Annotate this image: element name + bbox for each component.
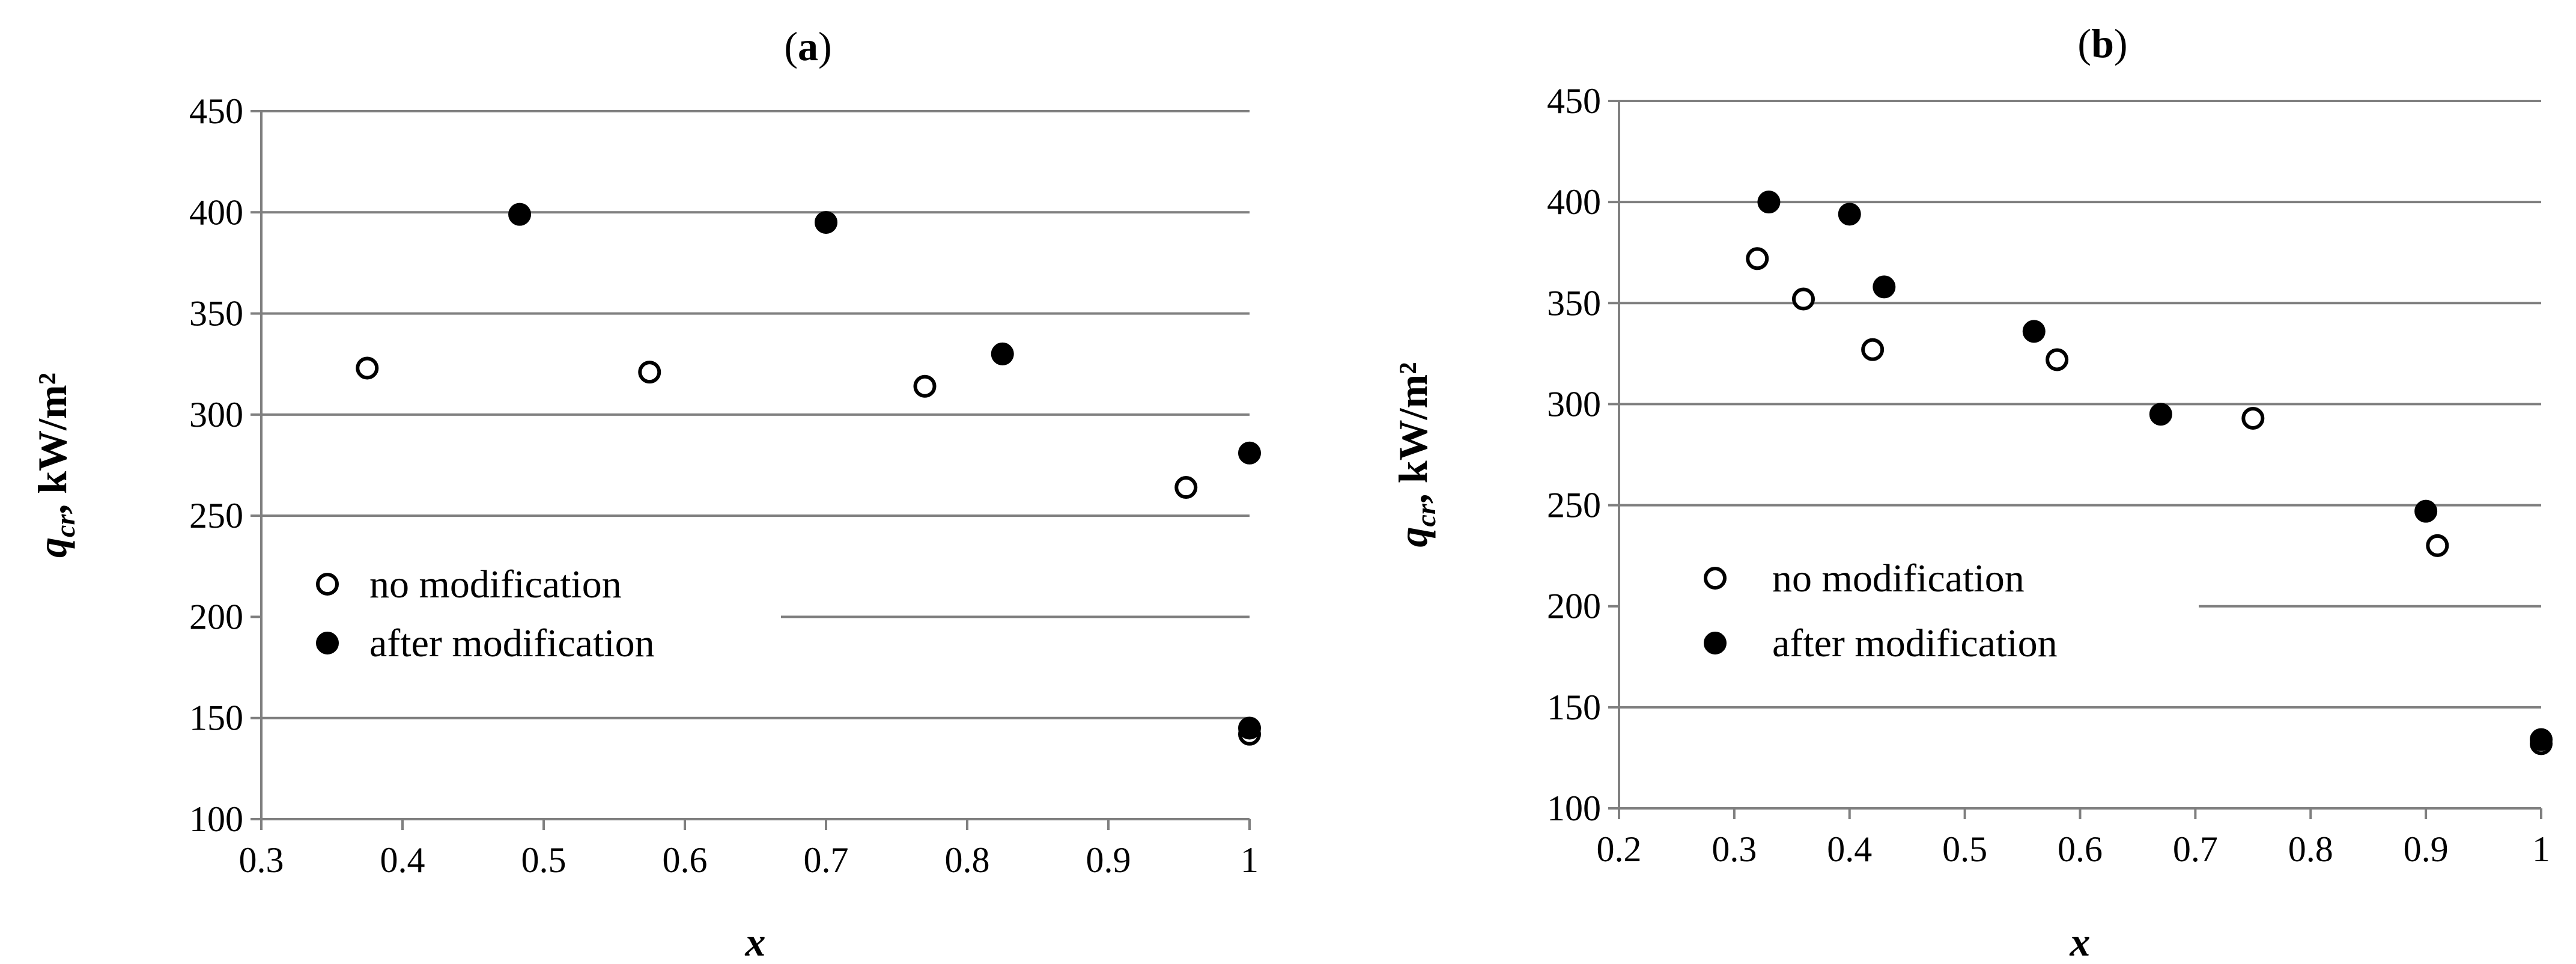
x-tick-label: 0.4	[380, 840, 425, 880]
panel-label: (b)	[2077, 20, 2127, 66]
legend-label: after modification	[369, 621, 655, 665]
data-point	[2046, 348, 2069, 371]
x-tick-label: 0.6	[2058, 829, 2103, 869]
panel-label-close: )	[818, 23, 832, 69]
y-tick-label: 200	[189, 597, 243, 636]
legend-label: no modification	[369, 563, 622, 606]
y-tick-label: 400	[1547, 182, 1601, 222]
data-point	[1757, 191, 1781, 214]
panel-label-open: (	[2077, 20, 2091, 66]
y-tick-label: 150	[1547, 688, 1601, 727]
data-point	[1838, 203, 1861, 226]
x-tick-label: 0.5	[1942, 829, 1987, 869]
x-tick-label: 0.8	[945, 840, 990, 880]
x-tick-label: 0.3	[1712, 829, 1757, 869]
panel-label-open: (	[784, 23, 798, 69]
legend-marker	[316, 573, 339, 596]
y-axis-title-symbol: q	[29, 537, 75, 558]
data-point	[815, 211, 837, 234]
y-axis-title-subscript: cr	[1411, 503, 1441, 526]
data-point	[1174, 476, 1198, 499]
data-point	[991, 342, 1014, 365]
y-tick-label: 400	[189, 192, 243, 232]
y-tick-label: 350	[189, 294, 243, 334]
data-point	[1792, 287, 1815, 311]
y-axis-title-units: , kW/m²	[1390, 362, 1436, 504]
legend-label: no modification	[1772, 557, 2025, 600]
data-point	[356, 356, 379, 380]
x-tick-label: 0.8	[2288, 829, 2333, 869]
y-tick-label: 150	[189, 698, 243, 738]
legend: no modification after modification	[1704, 557, 2058, 665]
x-tick-label: 0.9	[1086, 840, 1131, 880]
panel-label-letter: b	[2091, 20, 2114, 66]
x-tick-label: 1	[1241, 840, 1259, 880]
x-tick-label: 0.2	[1597, 829, 1642, 869]
y-tick-label: 200	[1547, 587, 1601, 626]
series-no-modification	[356, 356, 1261, 746]
series-after-modification	[508, 203, 1261, 740]
y-tick-label: 450	[1547, 81, 1601, 121]
y-tick-label: 100	[1547, 789, 1601, 828]
x-tick-label: 0.9	[2404, 829, 2449, 869]
chart-panel-b: 100 150 200 250 300 350 400 450 0.2 0.3 0.4 0.5 0.6 0…	[1390, 20, 2553, 964]
y-tick-label: 250	[189, 496, 243, 535]
y-tick-label: 450	[189, 91, 243, 131]
legend-marker	[1704, 567, 1727, 590]
x-axis-title: x	[745, 919, 766, 964]
data-point	[2414, 499, 2438, 523]
y-axis-title-units: , kW/m²	[29, 373, 75, 514]
data-point	[638, 361, 661, 384]
x-axis-title: x	[2070, 919, 2091, 964]
legend-marker	[316, 632, 339, 654]
x-tick-label: 0.5	[521, 840, 567, 880]
x-tick-label: 0.4	[1827, 829, 1872, 869]
x-tick-label: 0.7	[2173, 829, 2218, 869]
y-tick-label: 300	[1547, 384, 1601, 424]
panel-label-close: )	[2114, 20, 2128, 66]
legend: no modification after modification	[316, 563, 655, 665]
panel-label: (a)	[784, 23, 831, 69]
x-tick-label: 1	[2532, 829, 2550, 869]
data-point	[2022, 320, 2046, 343]
y-axis-title: qcr, kW/m²	[1390, 362, 1441, 547]
chart-panel-a: 100 150 200 250 300 350 400 450 0.3 0.4 0.5 0.6 0.7 0…	[29, 23, 1261, 964]
data-point	[1746, 247, 1769, 270]
data-point	[2149, 403, 2172, 426]
data-point	[1238, 441, 1261, 465]
data-point	[913, 374, 937, 398]
y-tick-label: 250	[1547, 486, 1601, 525]
legend-marker	[1704, 632, 1727, 654]
x-tick-label: 0.7	[804, 840, 849, 880]
y-tick-label: 300	[189, 395, 243, 435]
data-point	[1873, 275, 1896, 299]
data-point	[1861, 338, 1885, 361]
legend-label: after modification	[1772, 621, 2058, 665]
panel-label-letter: a	[798, 23, 818, 69]
data-point	[2241, 406, 2265, 430]
y-tick-label: 100	[189, 799, 243, 839]
y-axis-title: qcr, kW/m²	[29, 373, 80, 558]
series-after-modification	[1757, 191, 2553, 751]
data-point	[1238, 716, 1261, 740]
data-point	[2530, 728, 2553, 751]
data-point	[2426, 534, 2449, 557]
data-point	[508, 203, 532, 226]
y-axis-title-symbol: q	[1390, 527, 1436, 548]
y-tick-label: 350	[1547, 283, 1601, 323]
x-tick-label: 0.3	[239, 840, 284, 880]
x-tick-label: 0.6	[663, 840, 708, 880]
y-axis-title-subscript: cr	[50, 514, 80, 537]
